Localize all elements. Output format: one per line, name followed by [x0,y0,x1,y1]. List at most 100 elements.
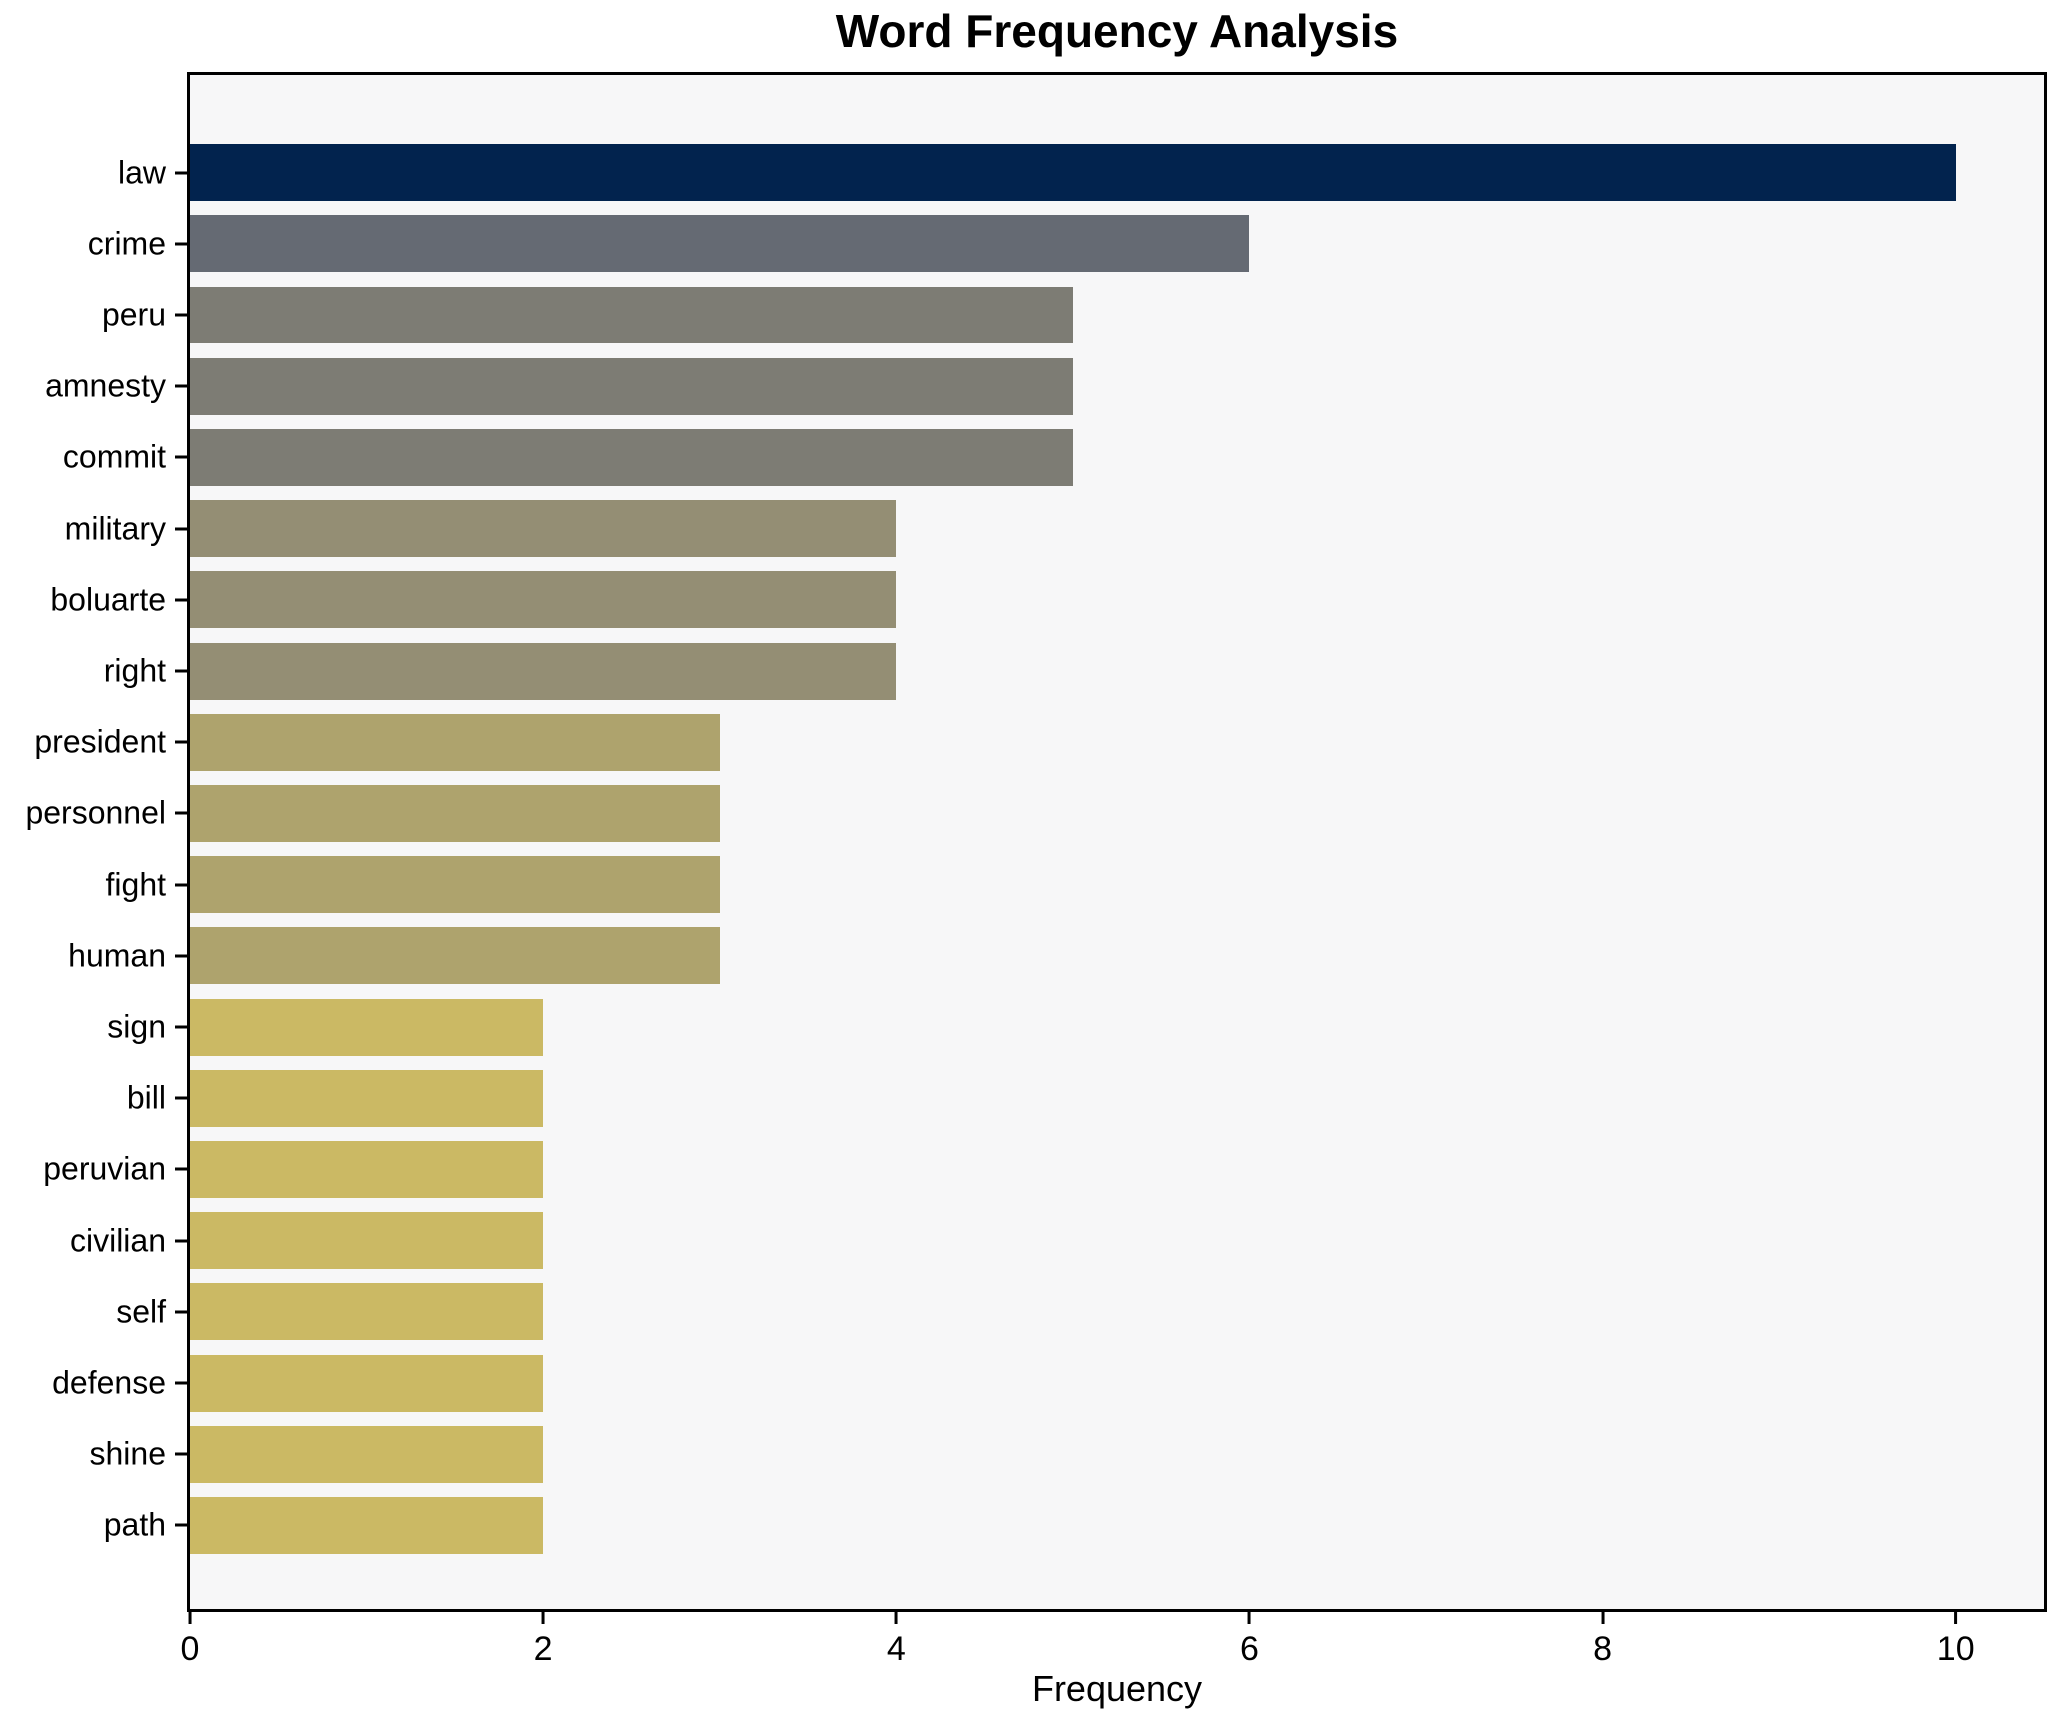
bar [190,1496,544,1554]
y-tick-label: self [116,1293,166,1330]
y-tick-label: bill [126,1079,166,1116]
x-tick: 0 [180,1612,200,1669]
bar-row: amnesty [45,351,2044,422]
bar [190,215,1250,273]
y-tick-label: fight [105,866,166,903]
bar [190,713,720,771]
bar-row: boluarte [50,564,2044,635]
y-tick-label: boluarte [50,581,166,618]
bars-area: law crime peru amnesty commit military b… [25,75,2044,1609]
y-tick-mark [175,384,187,388]
y-tick-label: civilian [69,1222,166,1259]
x-tick-mark [1247,1612,1251,1624]
bar-row: crime [88,208,2044,279]
y-tick-mark [175,313,187,317]
y-tick-label: commit [62,438,166,475]
y-tick-label: defense [52,1364,166,1401]
y-tick-mark [175,598,187,602]
y-tick-mark [175,455,187,459]
y-tick-mark [175,1239,187,1243]
chart-title: Word Frequency Analysis [835,5,1399,57]
bar-row: human [68,920,2044,991]
x-tick-label: 8 [1593,1630,1613,1668]
bar-row: president [34,707,2044,778]
x-tick-mark [1601,1612,1605,1624]
x-tick-label: 4 [886,1630,906,1668]
y-tick-label: crime [87,225,166,262]
bar-row: right [104,635,2044,706]
bar [190,642,897,700]
y-tick-mark [175,1523,187,1527]
y-tick-mark [175,1096,187,1100]
bar [190,1283,544,1341]
y-tick-label: peru [101,296,166,333]
y-tick-mark [175,1310,187,1314]
y-tick-label: path [103,1506,166,1543]
y-tick-mark [175,811,187,815]
bar-row: law [118,137,2044,208]
bar-row: path [104,1490,2044,1561]
x-tick-mark [188,1612,192,1624]
x-tick-label: 0 [180,1630,200,1668]
bar-row: commit [63,422,2044,493]
x-tick-label: 10 [1936,1630,1975,1668]
y-tick-label: amnesty [45,367,166,404]
bar-row: self [116,1276,2044,1347]
y-tick-mark [175,1381,187,1385]
y-tick-mark [175,1167,187,1171]
bar [190,1354,544,1412]
x-tick-mark [541,1612,545,1624]
y-tick-label: shine [89,1435,167,1472]
x-axis: 0 2 4 6 8 10 [181,1612,2044,1682]
y-tick-mark [175,527,187,531]
bar [190,1425,544,1483]
y-tick-mark [175,740,187,744]
x-tick: 8 [1593,1612,1612,1669]
bar-row: personnel [25,778,2044,849]
bar-row: civilian [70,1205,2044,1276]
y-tick-label: right [103,652,166,689]
x-tick: 10 [1937,1612,1975,1669]
bar [190,1140,544,1198]
x-tick-mark [1954,1612,1958,1624]
bar-row: fight [106,849,2044,920]
y-tick-label: president [34,723,166,760]
bar-row: peru [102,279,2044,350]
x-axis-label: Frequency [1031,1668,1203,1709]
y-tick-mark [175,1025,187,1029]
bar-row: sign [107,991,2044,1062]
bar [190,998,544,1056]
bar-row: bill [127,1063,2044,1134]
bar [190,357,1073,415]
bar [190,144,1956,202]
y-tick-label: law [117,154,166,191]
y-tick-mark [175,242,187,246]
y-tick-mark [175,171,187,175]
y-tick-mark [175,669,187,673]
bar [190,428,1073,486]
x-tick: 2 [534,1612,553,1669]
bar-row: peruvian [43,1134,2044,1205]
y-tick-label: human [68,937,166,974]
y-tick-mark [175,883,187,887]
x-tick-label: 2 [533,1630,553,1668]
bar [190,1212,544,1270]
y-tick-label: personnel [25,794,166,831]
bar-row: shine [90,1419,2044,1490]
bar [190,856,720,914]
bar [190,927,720,985]
bar-row: defense [52,1347,2044,1418]
bar-row: military [65,493,2044,564]
bar [190,1069,544,1127]
bar [190,500,897,558]
bar [190,286,1073,344]
y-tick-mark [175,954,187,958]
y-tick-label: military [64,510,166,547]
x-tick: 6 [1240,1612,1259,1669]
bar [190,784,720,842]
bar [190,571,897,629]
y-tick-mark [175,1452,187,1456]
x-tick-label: 6 [1239,1630,1259,1668]
x-tick: 4 [887,1612,906,1669]
